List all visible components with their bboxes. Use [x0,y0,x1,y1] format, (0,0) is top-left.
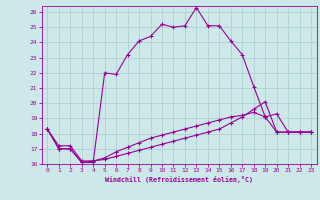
X-axis label: Windchill (Refroidissement éolien,°C): Windchill (Refroidissement éolien,°C) [105,176,253,183]
